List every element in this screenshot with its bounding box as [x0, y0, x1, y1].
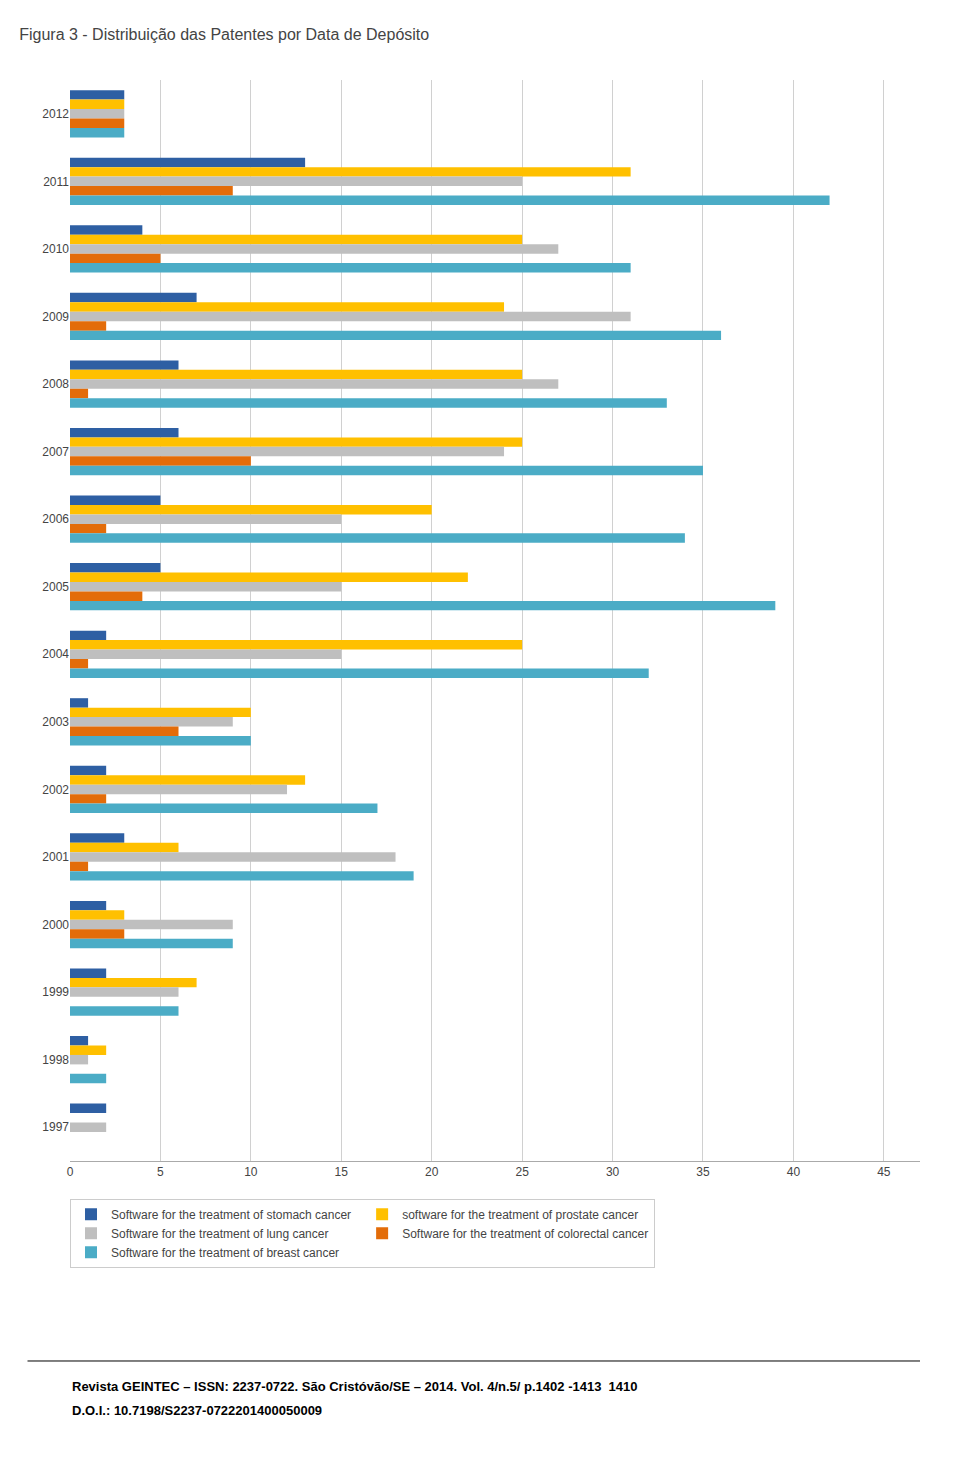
svg-text:0: 0	[67, 1165, 74, 1179]
svg-text:2004: 2004	[42, 647, 69, 661]
svg-text:2003: 2003	[42, 715, 69, 729]
svg-text:Software for the treatment of: Software for the treatment of breast can…	[111, 1246, 339, 1260]
svg-text:2000: 2000	[42, 918, 69, 932]
svg-text:2006: 2006	[42, 512, 69, 526]
svg-text:Figura 3 - Distribuição das Pa: Figura 3 - Distribuição das Patentes por…	[19, 26, 429, 43]
svg-text:1997: 1997	[42, 1120, 69, 1134]
svg-text:2007: 2007	[42, 445, 69, 459]
svg-text:1999: 1999	[42, 985, 69, 999]
svg-text:software for the treatment of: software for the treatment of prostate c…	[402, 1208, 638, 1222]
svg-text:45: 45	[877, 1165, 891, 1179]
svg-text:30: 30	[606, 1165, 620, 1179]
svg-text:2009: 2009	[42, 310, 69, 324]
svg-text:D.O.I.: 10.7198/S2237-07222014: D.O.I.: 10.7198/S2237-0722201400050009	[72, 1403, 322, 1418]
svg-text:1998: 1998	[42, 1053, 69, 1067]
svg-text:2012: 2012	[42, 107, 69, 121]
svg-text:40: 40	[787, 1165, 801, 1179]
svg-text:5: 5	[157, 1165, 164, 1179]
svg-text:20: 20	[425, 1165, 439, 1179]
svg-text:15: 15	[335, 1165, 349, 1179]
svg-text:10: 10	[244, 1165, 258, 1179]
svg-text:35: 35	[696, 1165, 710, 1179]
svg-text:2001: 2001	[42, 850, 69, 864]
svg-text:25: 25	[515, 1165, 529, 1179]
svg-text:2010: 2010	[42, 242, 69, 256]
svg-text:2002: 2002	[42, 783, 69, 797]
svg-text:2011: 2011	[43, 175, 69, 189]
svg-text:Software for the treatment of: Software for the treatment of lung cance…	[111, 1227, 328, 1241]
svg-text:2005: 2005	[42, 580, 69, 594]
svg-text:Software for the treatment of: Software for the treatment of colorectal…	[402, 1227, 648, 1241]
svg-text:Software for the treatment of: Software for the treatment of stomach ca…	[111, 1208, 351, 1222]
svg-text:Revista GEINTEC – ISSN: 2237-0: Revista GEINTEC – ISSN: 2237-0722. São C…	[72, 1379, 638, 1394]
svg-text:2008: 2008	[42, 377, 69, 391]
